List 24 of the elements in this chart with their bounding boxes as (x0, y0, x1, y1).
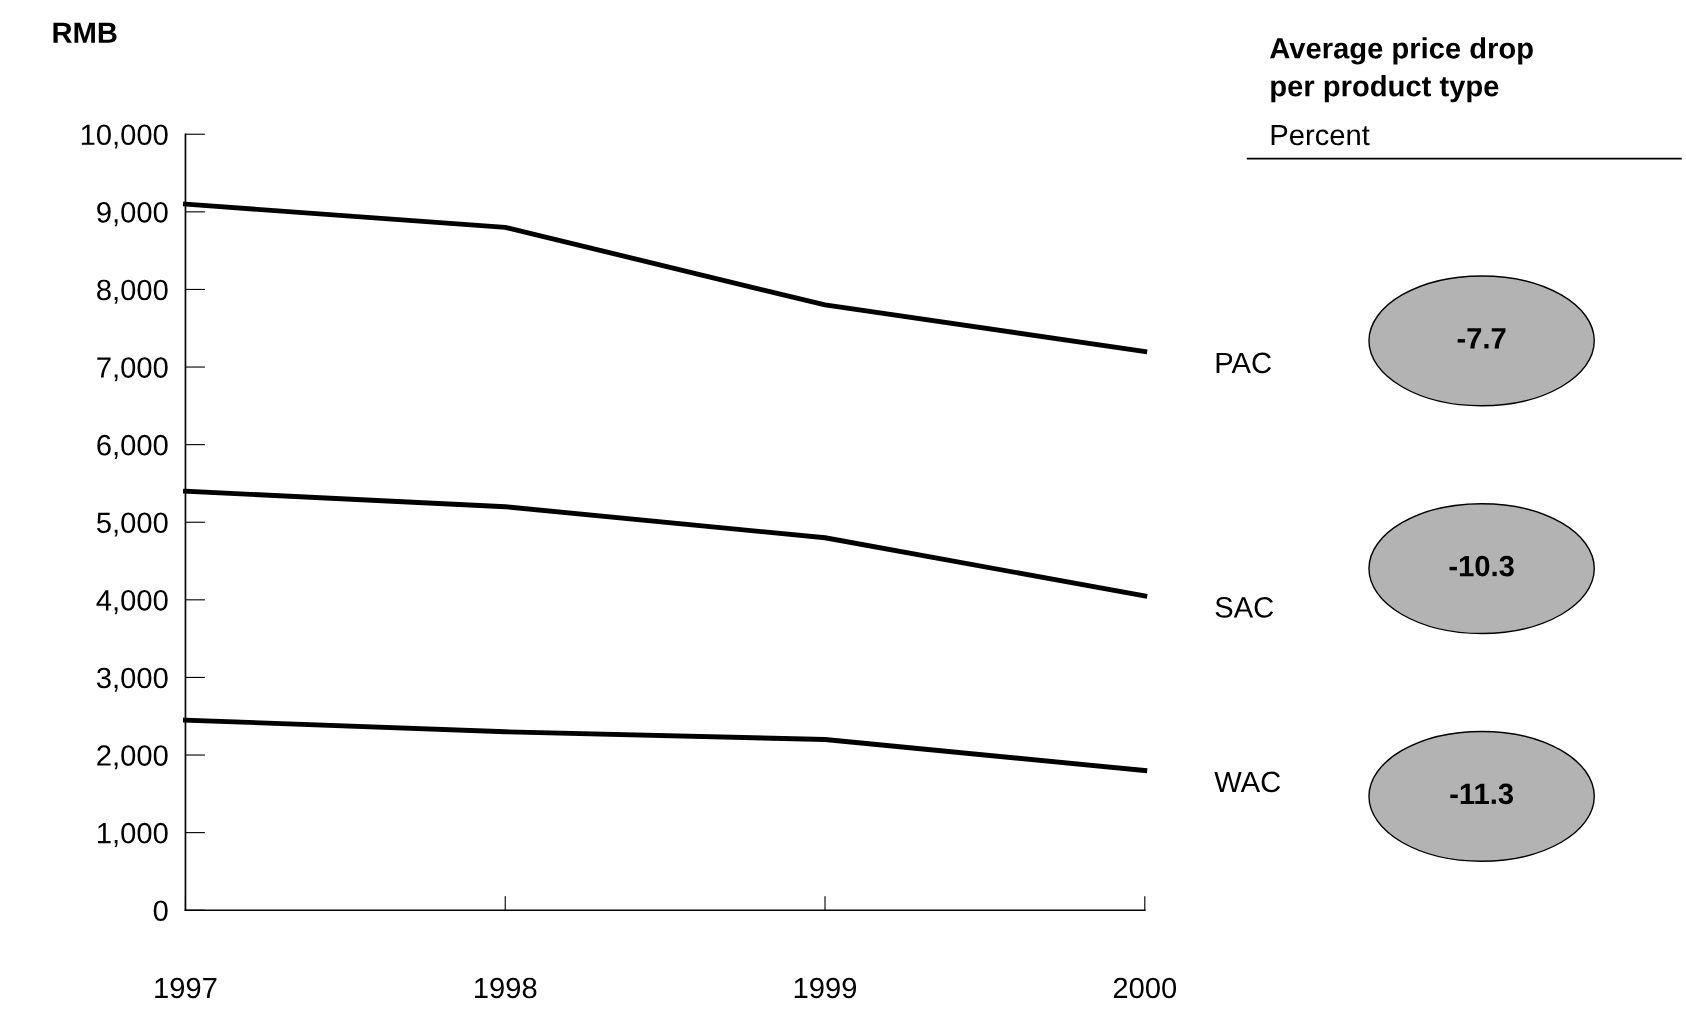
y-tick-label: 3,000 (96, 667, 168, 692)
y-tick-label: 2,000 (97, 745, 168, 770)
text: Average price drop per product type (1270, 37, 1533, 103)
y-tick-label: 1,000 (98, 822, 168, 847)
y-tick-label: 6,000 (97, 434, 168, 459)
text: PAC (1216, 352, 1271, 374)
y-tick-label: 9,000 (97, 202, 168, 227)
data-label: -11.3 (1450, 783, 1514, 805)
x-tick-label: 2000 (1113, 977, 1177, 999)
text: Percent (1271, 125, 1370, 146)
data-label: -7.7 (1457, 328, 1506, 349)
text: WAC (1214, 771, 1281, 793)
x-tick-label: 1999 (794, 977, 857, 999)
x-tick-label: 1997 (155, 977, 217, 999)
y-tick-label: 0 (153, 900, 168, 922)
x-tick-label: 1998 (475, 977, 537, 999)
y-tick-label: 7,000 (97, 357, 168, 382)
y-tick-label: 10,000 (81, 124, 168, 149)
y-tick-label: 5,000 (96, 512, 168, 537)
data-label: -10.3 (1449, 555, 1514, 577)
text: SAC (1215, 597, 1274, 618)
y-tick-label: 4,000 (96, 590, 168, 615)
y-axis-title: RMB (53, 22, 117, 43)
y-tick-label: 8,000 (97, 279, 168, 304)
